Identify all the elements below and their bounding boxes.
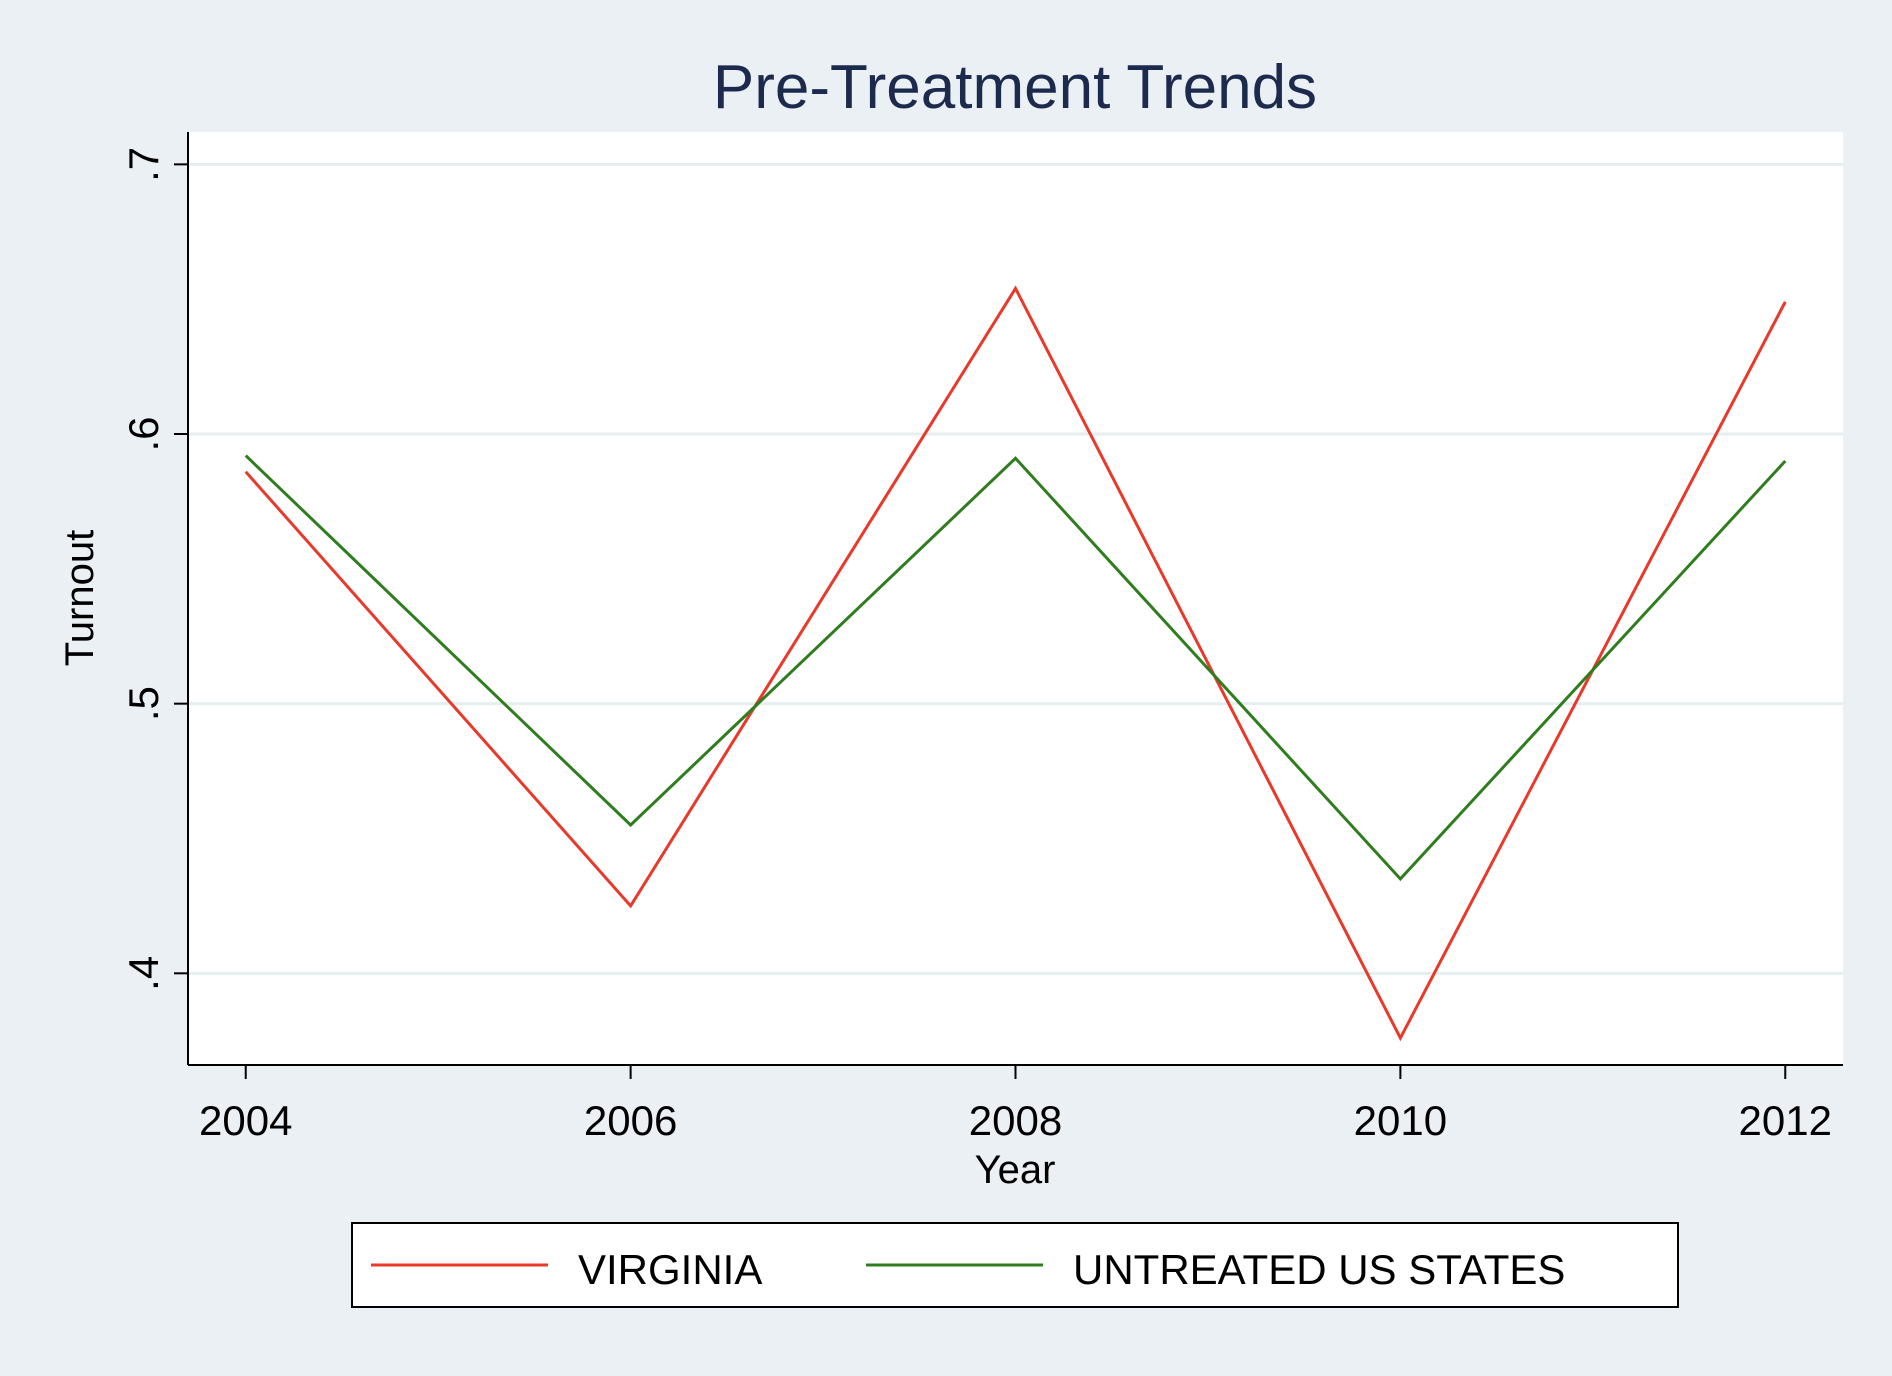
series-line-untreated-us-states — [244, 454, 1787, 882]
gridlines — [188, 162, 1843, 975]
plot-area — [188, 132, 1843, 1065]
y-axis: .4 .5 .6 .7 — [120, 132, 189, 1065]
x-tick-label: 2010 — [1354, 1097, 1447, 1144]
y-ticks: .4 .5 .6 .7 — [120, 147, 188, 991]
legend-label-virginia: VIRGINIA — [578, 1246, 762, 1293]
x-tick-label: 2006 — [584, 1097, 677, 1144]
x-tick-label: 2004 — [199, 1097, 292, 1144]
legend: VIRGINIA UNTREATED US STATES — [351, 1222, 1679, 1308]
legend-label-untreated-us-states: UNTREATED US STATES — [1073, 1246, 1565, 1293]
x-tick-label: 2012 — [1739, 1097, 1832, 1144]
y-axis-title: Turnout — [58, 530, 102, 666]
chart-title: Pre-Treatment Trends — [713, 53, 1317, 122]
series-lines — [244, 285, 1787, 1042]
x-axis-title: Year — [975, 1148, 1056, 1192]
y-tick-label: .7 — [120, 147, 167, 182]
x-ticks: 2004 2006 2008 2010 2012 — [199, 1065, 1832, 1144]
y-tick-label: .4 — [120, 956, 167, 991]
x-tick-label: 2008 — [969, 1097, 1062, 1144]
y-tick-label: .6 — [120, 416, 167, 451]
series-line-virginia — [244, 285, 1787, 1042]
x-axis: 2004 2006 2008 2010 2012 — [188, 1064, 1843, 1144]
y-tick-label: .5 — [120, 686, 167, 721]
